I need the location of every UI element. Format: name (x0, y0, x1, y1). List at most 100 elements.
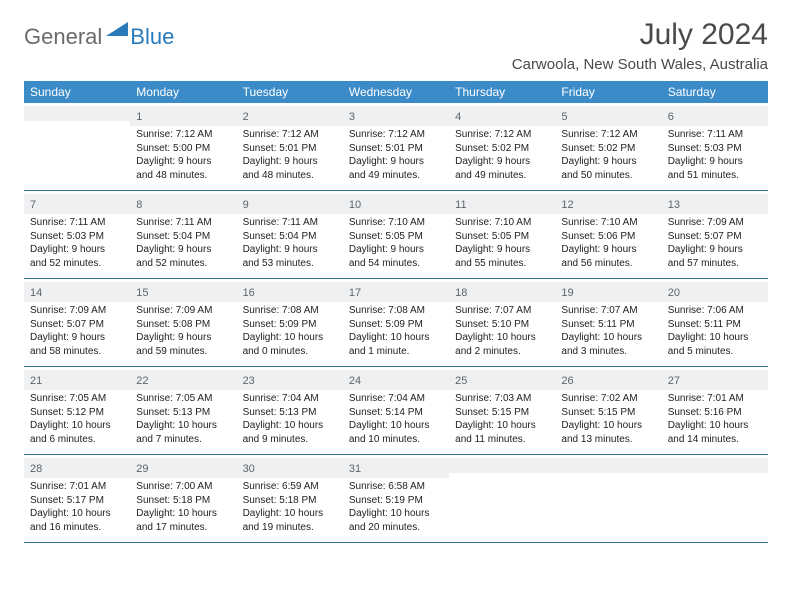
date-number: 29 (136, 463, 148, 475)
week-row: 1Sunrise: 7:12 AMSunset: 5:00 PMDaylight… (24, 103, 768, 191)
calendar-cell: 22Sunrise: 7:05 AMSunset: 5:13 PMDayligh… (130, 367, 236, 454)
daylight-text: Daylight: 10 hours and 6 minutes. (30, 419, 124, 446)
logo-text-general: General (24, 24, 102, 50)
sunrise-text: Sunrise: 7:07 AM (455, 304, 549, 318)
sunset-text: Sunset: 5:04 PM (136, 230, 230, 244)
sunset-text: Sunset: 5:06 PM (561, 230, 655, 244)
calendar-cell (24, 103, 130, 190)
calendar-cell: 21Sunrise: 7:05 AMSunset: 5:12 PMDayligh… (24, 367, 130, 454)
calendar-cell: 30Sunrise: 6:59 AMSunset: 5:18 PMDayligh… (237, 455, 343, 542)
sunrise-text: Sunrise: 7:02 AM (561, 392, 655, 406)
sunrise-text: Sunrise: 6:59 AM (243, 480, 337, 494)
date-row: 26 (555, 370, 661, 390)
sunset-text: Sunset: 5:18 PM (136, 494, 230, 508)
date-row: 25 (449, 370, 555, 390)
daylight-text: Daylight: 10 hours and 11 minutes. (455, 419, 549, 446)
sunrise-text: Sunrise: 7:12 AM (455, 128, 549, 142)
sunset-text: Sunset: 5:07 PM (30, 318, 124, 332)
daylight-text: Daylight: 9 hours and 48 minutes. (243, 155, 337, 182)
week-row: 7Sunrise: 7:11 AMSunset: 5:03 PMDaylight… (24, 191, 768, 279)
week-row: 28Sunrise: 7:01 AMSunset: 5:17 PMDayligh… (24, 455, 768, 543)
date-number: 3 (349, 111, 355, 123)
calendar-cell: 16Sunrise: 7:08 AMSunset: 5:09 PMDayligh… (237, 279, 343, 366)
date-row: 13 (662, 194, 768, 214)
sunset-text: Sunset: 5:11 PM (668, 318, 762, 332)
date-number: 31 (349, 463, 361, 475)
date-number: 28 (30, 463, 42, 475)
daylight-text: Daylight: 10 hours and 2 minutes. (455, 331, 549, 358)
calendar-cell: 26Sunrise: 7:02 AMSunset: 5:15 PMDayligh… (555, 367, 661, 454)
daylight-text: Daylight: 10 hours and 16 minutes. (30, 507, 124, 534)
calendar-cell: 20Sunrise: 7:06 AMSunset: 5:11 PMDayligh… (662, 279, 768, 366)
sunrise-text: Sunrise: 7:05 AM (136, 392, 230, 406)
date-row: 6 (662, 106, 768, 126)
date-row: 20 (662, 282, 768, 302)
daylight-text: Daylight: 10 hours and 13 minutes. (561, 419, 655, 446)
date-row: 29 (130, 458, 236, 478)
sunset-text: Sunset: 5:15 PM (455, 406, 549, 420)
sunset-text: Sunset: 5:09 PM (243, 318, 337, 332)
calendar-cell (449, 455, 555, 542)
daylight-text: Daylight: 10 hours and 14 minutes. (668, 419, 762, 446)
sunrise-text: Sunrise: 7:06 AM (668, 304, 762, 318)
sunrise-text: Sunrise: 7:12 AM (243, 128, 337, 142)
sunset-text: Sunset: 5:02 PM (561, 142, 655, 156)
daylight-text: Daylight: 10 hours and 17 minutes. (136, 507, 230, 534)
day-header-tuesday: Tuesday (237, 81, 343, 103)
sunrise-text: Sunrise: 7:00 AM (136, 480, 230, 494)
sunset-text: Sunset: 5:08 PM (136, 318, 230, 332)
sunset-text: Sunset: 5:05 PM (349, 230, 443, 244)
calendar-cell (555, 455, 661, 542)
calendar-cell: 18Sunrise: 7:07 AMSunset: 5:10 PMDayligh… (449, 279, 555, 366)
sunrise-text: Sunrise: 7:12 AM (136, 128, 230, 142)
date-row: 16 (237, 282, 343, 302)
day-headers: SundayMondayTuesdayWednesdayThursdayFrid… (24, 81, 768, 103)
date-number: 7 (30, 199, 36, 211)
date-number: 13 (668, 199, 680, 211)
date-number: 23 (243, 375, 255, 387)
date-row: 5 (555, 106, 661, 126)
sunset-text: Sunset: 5:03 PM (30, 230, 124, 244)
daylight-text: Daylight: 9 hours and 58 minutes. (30, 331, 124, 358)
calendar-cell: 1Sunrise: 7:12 AMSunset: 5:00 PMDaylight… (130, 103, 236, 190)
date-row: 21 (24, 370, 130, 390)
daylight-text: Daylight: 10 hours and 20 minutes. (349, 507, 443, 534)
calendar-cell: 3Sunrise: 7:12 AMSunset: 5:01 PMDaylight… (343, 103, 449, 190)
daylight-text: Daylight: 9 hours and 49 minutes. (455, 155, 549, 182)
date-number: 17 (349, 287, 361, 299)
sunset-text: Sunset: 5:17 PM (30, 494, 124, 508)
header: General Blue July 2024 Carwoola, New Sou… (24, 18, 768, 73)
sunrise-text: Sunrise: 7:10 AM (455, 216, 549, 230)
daylight-text: Daylight: 9 hours and 49 minutes. (349, 155, 443, 182)
date-row: 24 (343, 370, 449, 390)
sunset-text: Sunset: 5:14 PM (349, 406, 443, 420)
date-number: 14 (30, 287, 42, 299)
sunset-text: Sunset: 5:00 PM (136, 142, 230, 156)
date-row: 3 (343, 106, 449, 126)
sunset-text: Sunset: 5:05 PM (455, 230, 549, 244)
sunrise-text: Sunrise: 7:01 AM (30, 480, 124, 494)
daylight-text: Daylight: 9 hours and 50 minutes. (561, 155, 655, 182)
week-row: 14Sunrise: 7:09 AMSunset: 5:07 PMDayligh… (24, 279, 768, 367)
sunset-text: Sunset: 5:04 PM (243, 230, 337, 244)
date-number: 30 (243, 463, 255, 475)
sunrise-text: Sunrise: 7:09 AM (30, 304, 124, 318)
daylight-text: Daylight: 9 hours and 59 minutes. (136, 331, 230, 358)
calendar-cell: 15Sunrise: 7:09 AMSunset: 5:08 PMDayligh… (130, 279, 236, 366)
date-number: 27 (668, 375, 680, 387)
daylight-text: Daylight: 9 hours and 51 minutes. (668, 155, 762, 182)
daylight-text: Daylight: 9 hours and 57 minutes. (668, 243, 762, 270)
title-block: July 2024 Carwoola, New South Wales, Aus… (512, 18, 768, 73)
calendar-cell: 11Sunrise: 7:10 AMSunset: 5:05 PMDayligh… (449, 191, 555, 278)
sunset-text: Sunset: 5:10 PM (455, 318, 549, 332)
calendar-cell: 23Sunrise: 7:04 AMSunset: 5:13 PMDayligh… (237, 367, 343, 454)
sunrise-text: Sunrise: 6:58 AM (349, 480, 443, 494)
sunset-text: Sunset: 5:03 PM (668, 142, 762, 156)
sunrise-text: Sunrise: 7:10 AM (561, 216, 655, 230)
calendar-cell: 2Sunrise: 7:12 AMSunset: 5:01 PMDaylight… (237, 103, 343, 190)
date-number: 19 (561, 287, 573, 299)
day-header-saturday: Saturday (662, 81, 768, 103)
date-number: 24 (349, 375, 361, 387)
logo-triangle-icon (106, 20, 128, 41)
date-number: 1 (136, 111, 142, 123)
